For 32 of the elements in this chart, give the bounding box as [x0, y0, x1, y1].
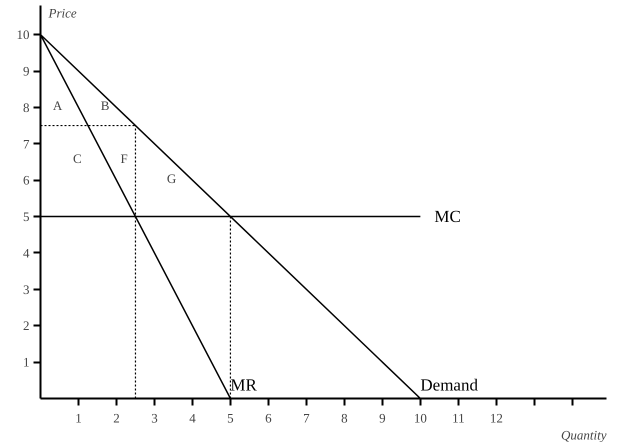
- x-tick-label: 9: [379, 410, 386, 426]
- x-tick-label: 7: [303, 410, 310, 426]
- x-axis-title: Quantity: [561, 428, 607, 442]
- annotation: C: [73, 150, 82, 166]
- x-tick-label: 2: [113, 410, 120, 426]
- x-tick-label: 8: [341, 410, 348, 426]
- x-tick-label: 5: [227, 410, 234, 426]
- series-label: MC: [434, 207, 461, 226]
- x-tick-label: 6: [265, 410, 272, 426]
- x-tick-label: 1: [75, 410, 82, 426]
- y-tick-label: 10: [16, 27, 30, 42]
- annotation: B: [100, 98, 110, 114]
- y-tick-label: 8: [23, 100, 30, 115]
- x-tick-label: 3: [151, 410, 158, 426]
- annotation: F: [120, 150, 128, 166]
- y-tick-label: 1: [23, 354, 30, 370]
- y-tick-label: 2: [23, 318, 30, 334]
- y-tick-label: 7: [23, 136, 30, 152]
- x-tick-label: 4: [189, 410, 196, 426]
- y-tick-label: 5: [23, 209, 30, 224]
- y-tick-label: 9: [23, 64, 30, 78]
- y-tick-label: 4: [23, 245, 30, 260]
- y-axis-title: Price: [48, 6, 77, 20]
- y-tick-label: 3: [23, 282, 30, 297]
- y-tick-label: 6: [23, 172, 30, 188]
- series-label: Demand: [420, 376, 478, 394]
- x-tick-label: 10: [414, 410, 427, 426]
- series-label: MR: [230, 376, 258, 394]
- x-tick-label: 12: [490, 410, 503, 426]
- x-tick-label: 11: [452, 410, 465, 426]
- annotation: G: [166, 170, 176, 186]
- annotation: A: [52, 98, 63, 114]
